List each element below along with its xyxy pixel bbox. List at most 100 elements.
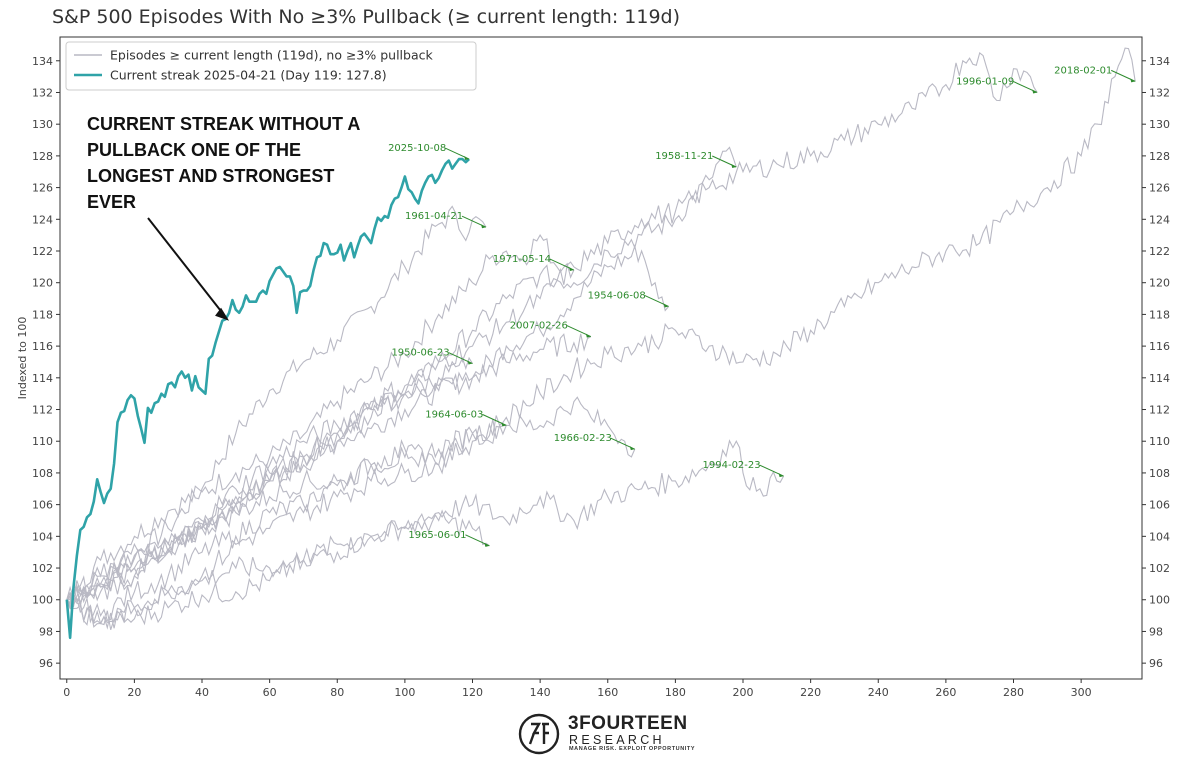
y-tick-label: 130 (32, 118, 53, 131)
episode-date-label: 1994-02-23 (703, 460, 761, 471)
y-tick-label: 128 (32, 150, 53, 163)
brand-subtitle: RESEARCH (569, 733, 665, 747)
y-tick-label-right: 106 (1149, 499, 1170, 512)
episode-date-label: 2025-10-08 (388, 143, 446, 154)
x-tick-label: 20 (127, 686, 141, 699)
episode-line (66, 424, 507, 624)
y-tick-label-right: 126 (1149, 182, 1170, 195)
episode-date-label: 1971-05-14 (493, 254, 551, 265)
callout-arrow (147, 217, 224, 315)
current-streak-line (65, 157, 470, 640)
legend-entry: Current streak 2025-04-21 (Day 119: 127.… (110, 68, 387, 83)
y-tick-label-right: 132 (1149, 86, 1170, 99)
y-tick-label-right: 110 (1149, 435, 1170, 448)
x-tick-label: 280 (1003, 686, 1024, 699)
x-tick-label: 200 (733, 686, 754, 699)
annotation-arrowhead (585, 333, 591, 338)
y-tick-label-right: 124 (1149, 213, 1170, 226)
x-tick-label: 40 (195, 686, 209, 699)
episode-line (66, 509, 490, 630)
y-tick-label: 102 (32, 562, 53, 575)
x-axis: 0 20 40 60 80 100 120 140 160 180 200 220 240 260 280 3… (63, 679, 1092, 699)
episode-line (66, 333, 592, 601)
episode-date-label: 1965-06-01 (408, 530, 466, 541)
x-tick-label: 80 (330, 686, 344, 699)
annotation-arrowhead (731, 163, 737, 168)
annotation-arrowhead (467, 360, 473, 365)
episode-date-label: 1964-06-03 (425, 409, 483, 420)
y-tick-label: 100 (32, 594, 53, 607)
episode-line (66, 146, 737, 608)
y-tick-label: 112 (32, 404, 53, 417)
y-tick-label-right: 114 (1149, 372, 1170, 385)
callout-text-line: LONGEST AND STRONGEST (87, 166, 334, 186)
annotation-arrowhead (663, 303, 669, 308)
y-tick-label: 106 (32, 499, 53, 512)
x-tick-label: 180 (665, 686, 686, 699)
annotation-arrowhead (1130, 78, 1136, 83)
callout-text-line: EVER (87, 192, 136, 212)
plot-frame (59, 36, 1143, 680)
annotation-arrowhead (464, 156, 470, 161)
y-tick-label: 116 (32, 340, 53, 353)
annotation-arrowhead (481, 224, 487, 229)
y-tick-label-right: 116 (1149, 340, 1170, 353)
legend-entry: Episodes ≥ current length (119d), no ≥3%… (110, 48, 433, 63)
annotation-arrowhead (629, 446, 635, 451)
y-tick-label: 108 (32, 467, 53, 480)
y-tick-label: 110 (32, 435, 53, 448)
episode-line (66, 205, 487, 603)
callout-arrowhead (215, 307, 230, 321)
x-tick-label: 220 (800, 686, 821, 699)
y-tick-label-right: 100 (1149, 594, 1170, 607)
legend-box (65, 41, 477, 91)
y-tick-label-right: 112 (1149, 404, 1170, 417)
x-tick-label: 300 (1071, 686, 1092, 699)
current-streak-path (65, 157, 470, 640)
y-tick-label-right: 134 (1149, 55, 1170, 68)
x-tick-label: 120 (462, 686, 483, 699)
episode-lines (66, 47, 1136, 630)
y-tick-label-right: 102 (1149, 562, 1170, 575)
annotation-arrowhead (501, 422, 507, 427)
episode-date-label: 1954-06-08 (588, 290, 646, 301)
y-tick-label-right: 130 (1149, 118, 1170, 131)
y-tick-label: 118 (32, 308, 53, 321)
x-tick-label: 100 (394, 686, 415, 699)
x-tick-label: 240 (868, 686, 889, 699)
legend: Episodes ≥ current length (119d), no ≥3%… (65, 41, 477, 91)
x-tick-label: 60 (263, 686, 277, 699)
y-tick-label: 124 (32, 213, 53, 226)
y-tick-label-right: 118 (1149, 308, 1170, 321)
callout-text-line: PULLBACK ONE OF THE (87, 140, 301, 160)
brand-mark-icon (518, 713, 560, 755)
annotation-arrowhead (484, 542, 490, 547)
y-axis-label: Indexed to 100 (16, 317, 29, 400)
annotation-arrowhead (1032, 89, 1038, 94)
episode-date-label: 1996-01-09 (956, 76, 1014, 87)
episode-date-label: 2018-02-01 (1054, 65, 1112, 76)
y-tick-label: 96 (39, 657, 53, 670)
episode-line (66, 244, 670, 609)
y-tick-label-right: 122 (1149, 245, 1170, 258)
y-tick-label: 120 (32, 277, 53, 290)
episode-line (66, 47, 1136, 625)
brand-tagline: MANAGE RISK. EXPLOIT OPPORTUNITY (569, 746, 696, 752)
callout-text-line: CURRENT STREAK WITHOUT A (87, 114, 360, 134)
callout: CURRENT STREAK WITHOUT A PULLBACK ONE OF … (87, 114, 360, 321)
episode-line (66, 234, 575, 600)
episode-date-label: 2007-02-26 (510, 321, 568, 332)
annotation-arrowhead (778, 473, 784, 478)
y-tick-label: 134 (32, 55, 53, 68)
y-tick-label-right: 108 (1149, 467, 1170, 480)
chart-title: S&P 500 Episodes With No ≥3% Pullback (≥… (52, 6, 681, 28)
y-tick-label-right: 98 (1149, 625, 1163, 638)
y-tick-label: 122 (32, 245, 53, 258)
y-tick-label: 114 (32, 372, 53, 385)
y-tick-label-right: 120 (1149, 277, 1170, 290)
episode-date-label: 1958-11-21 (655, 151, 713, 162)
episode-date-label: 1966-02-23 (554, 433, 612, 444)
y-tick-label: 126 (32, 182, 53, 195)
episode-annotations: 2025-10-08 1961-04-21 1971-05-14 1954-06-08… (388, 65, 1136, 547)
